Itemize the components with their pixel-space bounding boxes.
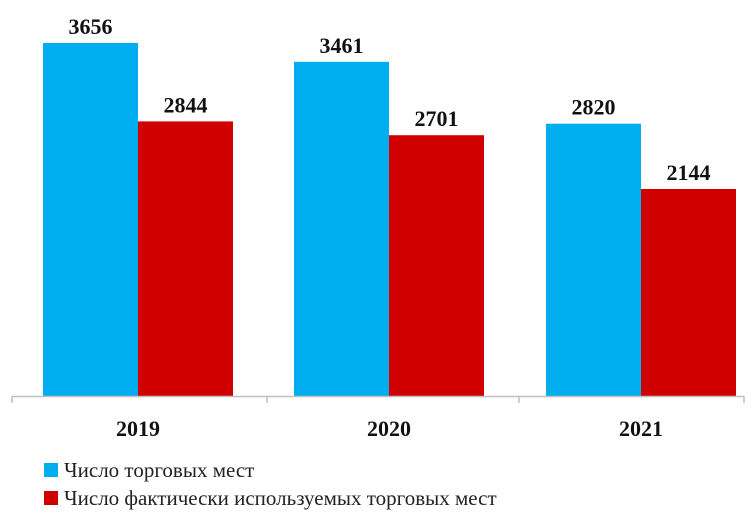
legend-swatch-total [44, 463, 58, 477]
value-label-used-2021: 2144 [667, 160, 711, 185]
bar-used-2020 [389, 135, 484, 397]
value-labels-group: 3656 2844 3461 2701 2820 2144 [69, 14, 711, 185]
legend-swatch-used [44, 491, 58, 505]
bars-group [43, 43, 736, 397]
category-label-2019: 2019 [116, 416, 160, 441]
legend-label-used: Число фактически используемых торговых м… [64, 485, 497, 510]
legend-item-used: Число фактически используемых торговых м… [44, 484, 497, 512]
bar-total-2020 [294, 61, 389, 397]
legend-label-total: Число торговых мест [64, 457, 255, 482]
category-labels-group: 2019 2020 2021 [116, 416, 663, 441]
value-label-total-2020: 3461 [320, 33, 364, 58]
x-axis-ticks [11, 396, 745, 403]
value-label-total-2019: 3656 [69, 14, 113, 39]
value-label-used-2020: 2701 [415, 106, 459, 131]
value-label-total-2021: 2820 [572, 95, 616, 120]
legend-item-total: Число торговых мест [44, 456, 497, 484]
category-label-2021: 2021 [619, 416, 663, 441]
value-label-used-2019: 2844 [164, 92, 208, 117]
bar-total-2021 [546, 123, 641, 397]
bar-used-2021 [641, 188, 736, 396]
bar-used-2019 [138, 121, 233, 396]
category-label-2020: 2020 [367, 416, 411, 441]
legend: Число торговых мест Число фактически исп… [44, 456, 497, 512]
bar-total-2019 [43, 43, 138, 396]
